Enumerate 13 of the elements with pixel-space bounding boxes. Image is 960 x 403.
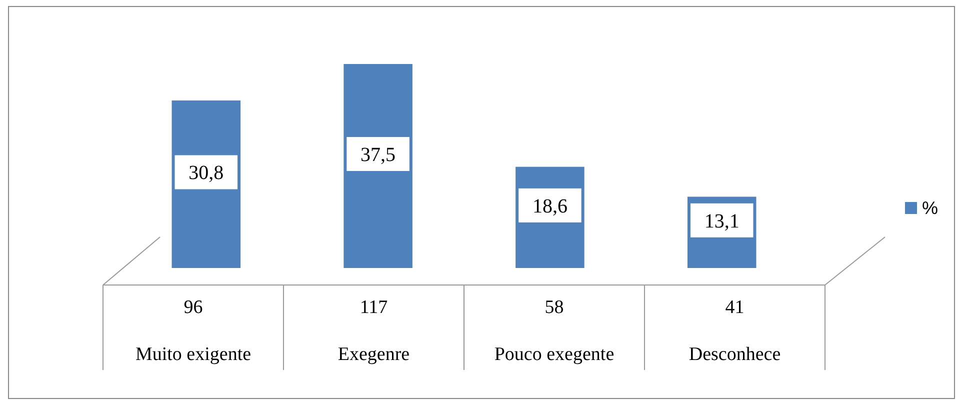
x-tick-label: Pouco exegente [494, 344, 614, 365]
x-tick-label: Muito exigente [135, 344, 252, 365]
x-tick-label: Exegenre [338, 344, 410, 365]
text: 58 [544, 297, 564, 318]
data-label: 18,6 [532, 195, 568, 218]
text: 117 [360, 297, 388, 318]
text: 96 [184, 297, 203, 318]
data-label: 30,8 [188, 162, 224, 184]
data-label: 37,5 [360, 144, 396, 166]
data-label: 13,1 [704, 210, 740, 232]
x-tick-label: Desconhece [688, 344, 781, 365]
legend-label: % [922, 198, 938, 218]
text: 41 [725, 297, 744, 318]
